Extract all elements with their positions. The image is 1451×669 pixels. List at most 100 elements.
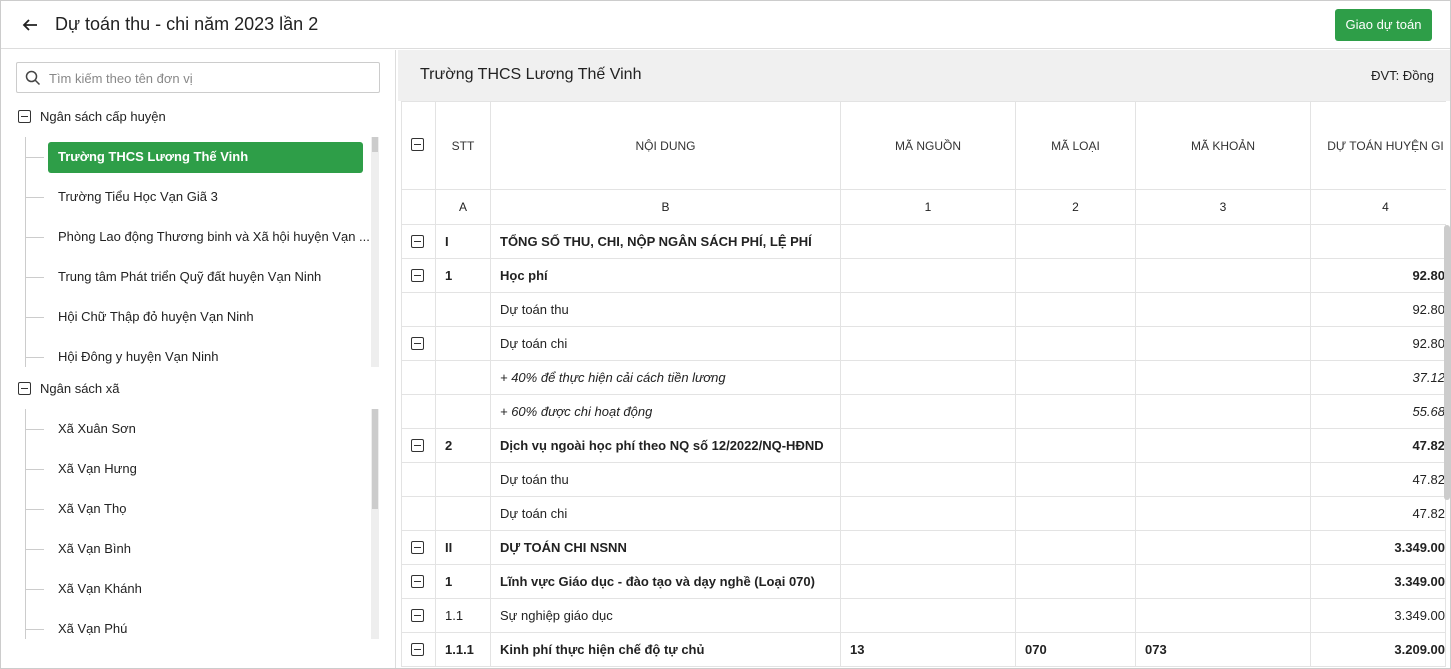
loai-cell bbox=[1016, 225, 1136, 259]
stt-cell: 1 bbox=[436, 259, 491, 293]
column-header: MÃ KHOẢN bbox=[1136, 101, 1311, 190]
unit-item[interactable]: Xã Vạn Hưng bbox=[58, 461, 137, 476]
nguon-cell bbox=[841, 531, 1016, 565]
stt: 2 bbox=[445, 438, 453, 453]
scrollbar bbox=[1444, 225, 1450, 500]
toggle-cell bbox=[401, 463, 436, 497]
content: TỔNG SỐ THU, CHI, NỘP NGÂN SÁCH PHÍ, LỆ … bbox=[500, 234, 812, 249]
tree-branch bbox=[26, 509, 44, 510]
group-toggle[interactable] bbox=[18, 382, 31, 395]
value-cell: 47.82 bbox=[1311, 429, 1446, 463]
toggle-cell bbox=[401, 225, 436, 259]
toggle-cell bbox=[401, 327, 436, 361]
value: 47.82 bbox=[1412, 506, 1445, 521]
header-toggle[interactable] bbox=[411, 138, 424, 151]
column-header: MÃ LOẠI bbox=[1016, 101, 1136, 190]
value: 3.349.00 bbox=[1394, 540, 1445, 555]
content-cell: DỰ TOÁN CHI NSNN bbox=[491, 531, 841, 565]
unit-item[interactable]: Trường Tiểu Học Vạn Giã 3 bbox=[58, 189, 218, 204]
content-cell: Dự toán thu bbox=[491, 463, 841, 497]
index-cell bbox=[401, 190, 436, 225]
unit-label: ĐVT: Đồng bbox=[1371, 68, 1434, 83]
row-toggle[interactable] bbox=[411, 609, 424, 622]
row-toggle[interactable] bbox=[411, 337, 424, 350]
sidebar: Tìm kiếm theo tên đơn vị Ngân sách cấp h… bbox=[1, 50, 396, 668]
tree-branch bbox=[26, 469, 44, 470]
unit-item[interactable]: Hội Đông y huyện Vạn Ninh bbox=[58, 349, 219, 364]
content: Kinh phí thực hiện chế độ tự chủ bbox=[500, 642, 705, 657]
stt-cell bbox=[436, 327, 491, 361]
back-arrow[interactable] bbox=[21, 16, 39, 34]
index-cell: 4 bbox=[1311, 190, 1446, 225]
search-box[interactable]: Tìm kiếm theo tên đơn vị bbox=[16, 62, 380, 93]
khoan-cell bbox=[1136, 599, 1311, 633]
scrollbar bbox=[371, 409, 379, 639]
khoan-cell bbox=[1136, 463, 1311, 497]
toggle-cell bbox=[401, 293, 436, 327]
khoan-cell bbox=[1136, 395, 1311, 429]
tree-branch bbox=[26, 589, 44, 590]
assign-button[interactable]: Giao dự toán bbox=[1335, 9, 1432, 41]
content-cell: Dự toán thu bbox=[491, 293, 841, 327]
content: Dự toán chi bbox=[500, 336, 568, 351]
group-label: Ngân sách xã bbox=[40, 381, 120, 396]
content: Học phí bbox=[500, 268, 548, 283]
value: 3.349.00 bbox=[1394, 574, 1445, 589]
stt: 1 bbox=[445, 268, 453, 283]
header-cell bbox=[401, 101, 436, 190]
row-toggle[interactable] bbox=[411, 541, 424, 554]
tree-branch bbox=[26, 197, 44, 198]
column-header: DỰ TOÁN HUYỆN GI bbox=[1311, 101, 1446, 190]
content: Sự nghiệp giáo dục bbox=[500, 608, 613, 623]
unit-item[interactable]: Trường THCS Lương Thế Vinh bbox=[58, 149, 249, 164]
tree-branch bbox=[26, 429, 44, 430]
row-toggle[interactable] bbox=[411, 439, 424, 452]
row-toggle[interactable] bbox=[411, 643, 424, 656]
value-cell: 47.82 bbox=[1311, 463, 1446, 497]
loai-cell bbox=[1016, 395, 1136, 429]
row-toggle[interactable] bbox=[411, 575, 424, 588]
data-table: STT NỘI DUNG MÃ NGUỒN MÃ LOẠI MÃ KHOẢN DỰ TOÁ… bbox=[401, 101, 1446, 668]
content-cell: TỔNG SỐ THU, CHI, NỘP NGÂN SÁCH PHÍ, LỆ … bbox=[491, 225, 841, 259]
toggle-cell bbox=[401, 633, 436, 667]
loai-cell bbox=[1016, 259, 1136, 293]
khoan-cell bbox=[1136, 361, 1311, 395]
khoan-cell: 073 bbox=[1136, 633, 1311, 667]
unit-item[interactable]: Trung tâm Phát triển Quỹ đất huyện Vạn N… bbox=[58, 269, 322, 284]
unit-item[interactable]: Phòng Lao động Thương binh và Xã hội huy… bbox=[58, 229, 370, 244]
khoan-cell bbox=[1136, 565, 1311, 599]
unit-item[interactable]: Xã Vạn Khánh bbox=[58, 581, 142, 596]
row-toggle[interactable] bbox=[411, 235, 424, 248]
loai-cell bbox=[1016, 531, 1136, 565]
stt-cell: 1.1.1 bbox=[436, 633, 491, 667]
tree-branch bbox=[26, 629, 44, 630]
index-cell: 2 bbox=[1016, 190, 1136, 225]
loai-cell bbox=[1016, 497, 1136, 531]
content-cell: Dự toán chi bbox=[491, 327, 841, 361]
search-placeholder: Tìm kiếm theo tên đơn vị bbox=[49, 71, 193, 86]
unit-item[interactable]: Hội Chữ Thập đỏ huyện Vạn Ninh bbox=[58, 309, 254, 324]
stt: I bbox=[445, 234, 449, 249]
value-cell: 3.349.00 bbox=[1311, 565, 1446, 599]
row-toggle[interactable] bbox=[411, 269, 424, 282]
value: 37.12 bbox=[1412, 370, 1445, 385]
stt-cell bbox=[436, 395, 491, 429]
selected-highlight bbox=[48, 142, 363, 173]
loai-cell bbox=[1016, 599, 1136, 633]
unit-item[interactable]: Xã Xuân Sơn bbox=[58, 421, 136, 436]
nguon-cell bbox=[841, 429, 1016, 463]
value: 55.68 bbox=[1412, 404, 1445, 419]
nguon-cell bbox=[841, 361, 1016, 395]
nguon-cell bbox=[841, 225, 1016, 259]
tree-branch bbox=[26, 317, 44, 318]
value: 47.82 bbox=[1412, 472, 1445, 487]
unit-item[interactable]: Xã Vạn Phú bbox=[58, 621, 128, 636]
stt-cell: 1.1 bbox=[436, 599, 491, 633]
unit-item[interactable]: Xã Vạn Bình bbox=[58, 541, 131, 556]
scroll-thumb bbox=[372, 137, 378, 152]
unit-item[interactable]: Xã Vạn Thọ bbox=[58, 501, 127, 516]
group-toggle[interactable] bbox=[18, 110, 31, 123]
content-cell: Học phí bbox=[491, 259, 841, 293]
content-cell: Sự nghiệp giáo dục bbox=[491, 599, 841, 633]
